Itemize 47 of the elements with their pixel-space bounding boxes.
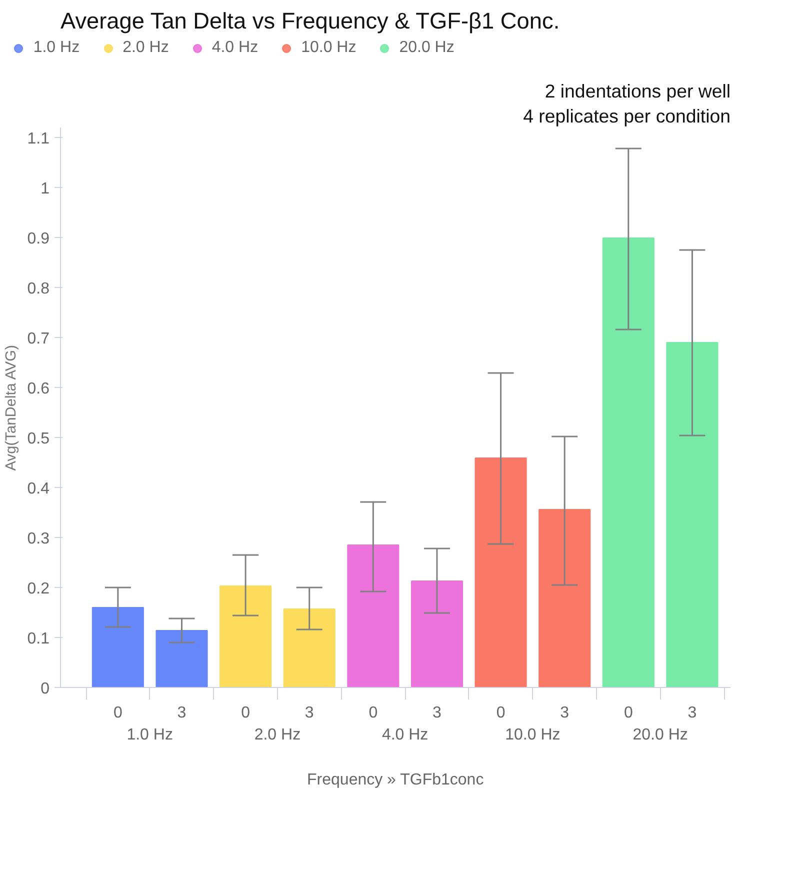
text: 2.0 Hz (254, 726, 301, 744)
bar (410, 580, 463, 688)
chart-title: Average Tan Delta vs Frequency & TGF-β1 Conc. (60, 8, 560, 34)
bar (474, 458, 527, 688)
legend-label: 2.0 Hz (122, 39, 169, 57)
y-tick-label: 0.1 (27, 630, 50, 648)
bar (538, 509, 591, 688)
x-tick-label: 3 (177, 704, 186, 722)
x-tick-label: 0 (624, 704, 633, 722)
bar (347, 544, 400, 688)
x-tick-label: 0 (496, 704, 506, 722)
y-tick-label: 0.8 (27, 280, 50, 298)
x-tick-label: 3 (560, 704, 570, 722)
y-tick-label: 0 (40, 680, 50, 698)
legend-label: 10.0 Hz (301, 39, 356, 57)
y-tick-label: 1 (40, 180, 50, 198)
bar (666, 342, 718, 688)
text: 4.0 Hz (382, 726, 428, 744)
text: 2 indentations per well (544, 80, 731, 102)
y-tick-label: 0.5 (27, 430, 50, 448)
bar (156, 630, 208, 688)
x-tick-label: 3 (432, 704, 442, 722)
y-tick-label: 0.9 (27, 230, 50, 248)
text: 1.0 Hz (126, 726, 173, 744)
legend-label: 4.0 Hz (212, 39, 258, 57)
bar (283, 608, 336, 688)
x-tick-label: 3 (304, 704, 314, 722)
bar (602, 238, 654, 688)
text: 10.0 Hz (505, 726, 560, 744)
y-tick-label: 0.6 (27, 380, 50, 398)
y-tick-label: 1.1 (27, 130, 50, 148)
x-tick-label: 3 (688, 704, 697, 722)
y-tick-label: 0.2 (27, 580, 50, 598)
x-tick-label: 0 (368, 704, 378, 722)
x-tick-label: 0 (113, 704, 122, 722)
text: 20.0 Hz (632, 726, 688, 744)
x-tick-label: 0 (241, 704, 250, 722)
bar (92, 607, 144, 688)
y-axis-title: Avg(TanDelta AVG) (3, 345, 20, 471)
text: 4 replicates per condition (523, 106, 731, 126)
legend-label: 20.0 Hz (399, 39, 454, 57)
y-tick-label: 0.7 (27, 330, 50, 348)
x-axis-title: Frequency » TGFb1conc (307, 772, 484, 788)
y-tick-label: 0.4 (27, 480, 50, 498)
legend-label: 1.0 Hz (33, 39, 80, 57)
y-tick-label: 0.3 (27, 530, 50, 548)
bar (220, 586, 272, 688)
